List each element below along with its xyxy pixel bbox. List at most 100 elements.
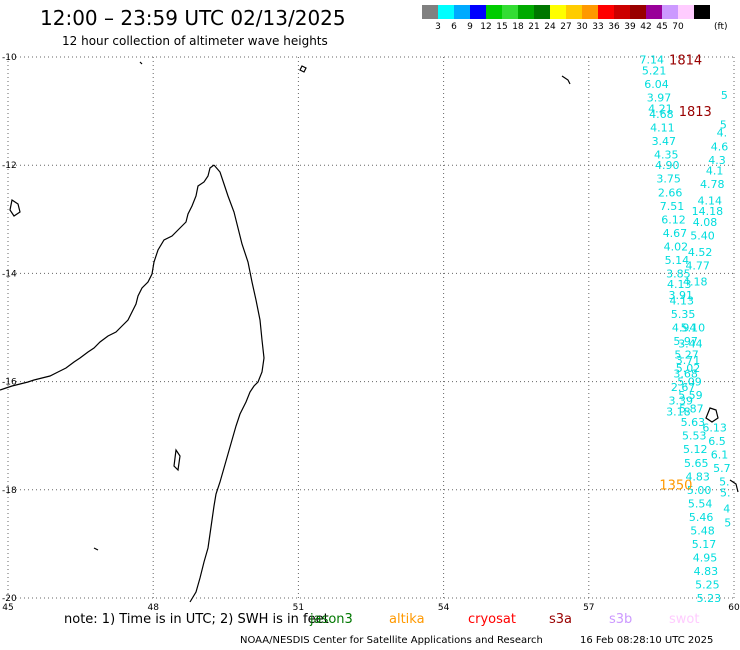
satellite-label: s3a: [549, 612, 573, 627]
mauritius-island: [729, 479, 739, 493]
legend-label: 42: [640, 22, 652, 32]
legend-label: 9: [467, 22, 473, 32]
small-island-b: [299, 65, 307, 73]
footer-timestamp: 16 Feb 08:28:10 UTC 2025: [580, 635, 714, 646]
satellite-label: swot: [669, 612, 700, 627]
wave-height-value: 5.02: [676, 362, 701, 375]
footnote: note: 1) Time is in UTC; 2) SWH is in fe…: [64, 612, 329, 627]
legend-swatch: [566, 5, 582, 19]
wave-height-value: 4.: [717, 127, 728, 140]
wave-height-value: 4.13: [669, 294, 694, 307]
legend-label: 24: [544, 22, 556, 32]
satellite-label: jason3: [310, 612, 353, 627]
lat-tick-label: -16: [2, 378, 17, 388]
wave-height-value: 6.12: [661, 213, 686, 226]
lat-tick-label: -10: [2, 53, 17, 63]
wave-height-value: 5.: [719, 476, 730, 489]
wave-height-value: 5: [724, 516, 731, 529]
wave-height-value: 6.13: [702, 422, 727, 435]
lat-tick-label: -20: [2, 594, 17, 604]
wave-height-value: 4.83: [685, 470, 710, 483]
legend-swatch: [422, 5, 438, 19]
legend-swatch: [550, 5, 566, 19]
legend-swatch: [662, 5, 678, 19]
wave-height-value: 5.54: [688, 497, 713, 510]
wave-height-value: 5.25: [695, 578, 720, 591]
legend-swatch: [582, 5, 598, 19]
legend-swatch: [630, 5, 646, 19]
legend-swatch: [502, 5, 518, 19]
wave-height-value: 4.1: [706, 165, 724, 178]
wave-height-value: 2.66: [658, 186, 683, 199]
legend-swatch: [678, 5, 694, 19]
wave-height-value: 4.13: [667, 278, 692, 291]
wave-height-value: 3.44: [678, 338, 703, 351]
wave-height-value: 3.18: [666, 405, 691, 418]
map-title: 12:00 – 23:59 UTC 02/13/2025: [40, 6, 346, 30]
legend-swatch: [438, 5, 454, 19]
wave-height-value: 5.7: [713, 462, 731, 475]
wave-height-value: 4.11: [650, 121, 675, 134]
legend-swatch: [454, 5, 470, 19]
wave-height-value: 3.85: [666, 267, 691, 280]
wave-height-value: 4.21: [648, 102, 673, 115]
madagascar-coastline: [189, 164, 265, 603]
legend-label: 21: [528, 22, 540, 32]
legend-label: 39: [624, 22, 636, 32]
wave-height-value: 5.10: [681, 322, 706, 335]
wave-height-value: 5.00: [687, 484, 712, 497]
wave-height-value: 4.52: [688, 246, 713, 259]
wave-height-value: 3.71: [676, 354, 701, 367]
wave-height-value: 3.75: [656, 173, 681, 186]
legend-swatch: [518, 5, 534, 19]
wave-height-value: 5.48: [690, 524, 715, 537]
lon-tick-label: 60: [728, 603, 740, 613]
wave-height-value: 5.65: [684, 457, 709, 470]
wave-height-value: 5: [720, 119, 727, 132]
legend-label: 30: [576, 22, 588, 32]
wave-height-value: 14.18: [692, 205, 724, 218]
wave-height-value: 5.12: [683, 443, 708, 456]
wave-height-value: 3.47: [652, 135, 677, 148]
wave-height-value: 4.77: [685, 259, 710, 272]
footer-organization: NOAA/NESDIS Center for Satellite Applica…: [240, 635, 543, 646]
wave-height-value: 5.14: [665, 254, 690, 267]
lon-tick-label: 48: [147, 603, 159, 613]
legend-swatch: [486, 5, 502, 19]
wave-height-value: 4.90: [655, 159, 680, 172]
wave-height-value: 5.59: [678, 389, 703, 402]
wave-height-value: 4.83: [694, 565, 719, 578]
legend-label: 33: [592, 22, 604, 32]
wave-height-value: 7.14: [639, 54, 664, 67]
wave-height-value: 4.14: [698, 194, 723, 207]
wave-height-value: 5.21: [642, 65, 667, 78]
graticule: 45 48 51 54 57 60-10-12-14-16-18-20: [2, 53, 740, 613]
coastline: [0, 61, 739, 603]
wave-height-value: 5.63: [681, 416, 706, 429]
lon-tick-label: 45: [2, 603, 13, 613]
legend-swatch: [470, 5, 486, 19]
wave-height-value: 4.94: [672, 322, 697, 335]
map-subtitle: 12 hour collection of altimeter wave hei…: [62, 34, 328, 48]
comoros-island: [9, 199, 21, 217]
wave-height-value: 5.35: [671, 308, 696, 321]
legend-swatch: [646, 5, 662, 19]
wave-height-value: 4.6: [711, 140, 729, 153]
pass-time-label: 1814: [669, 54, 702, 69]
wave-height-value: 4.3: [708, 154, 726, 167]
wave-height-value: 5.09: [677, 376, 702, 389]
small-island-a: [139, 61, 143, 65]
legend-swatch: [614, 5, 630, 19]
map-labels: 7.145.216.043.974.214.684.113.474.354.90…: [639, 54, 731, 605]
wave-height-value: 4: [723, 503, 730, 516]
wave-height-value: 5.27: [674, 349, 699, 362]
lon-tick-label: 54: [438, 603, 450, 613]
lat-tick-label: -14: [2, 269, 17, 279]
lon-tick-label: 51: [293, 603, 304, 613]
satellite-label: altika: [389, 612, 425, 627]
lat-tick-label: -18: [2, 486, 17, 496]
satellite-label: cryosat: [468, 612, 516, 627]
wave-height-value: 5.97: [673, 335, 698, 348]
wave-height-value: 3.39: [669, 395, 694, 408]
